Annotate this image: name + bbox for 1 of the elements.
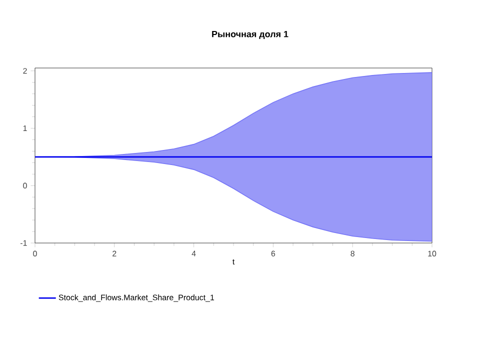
chart-title: Рыночная доля 1 [212,31,288,39]
